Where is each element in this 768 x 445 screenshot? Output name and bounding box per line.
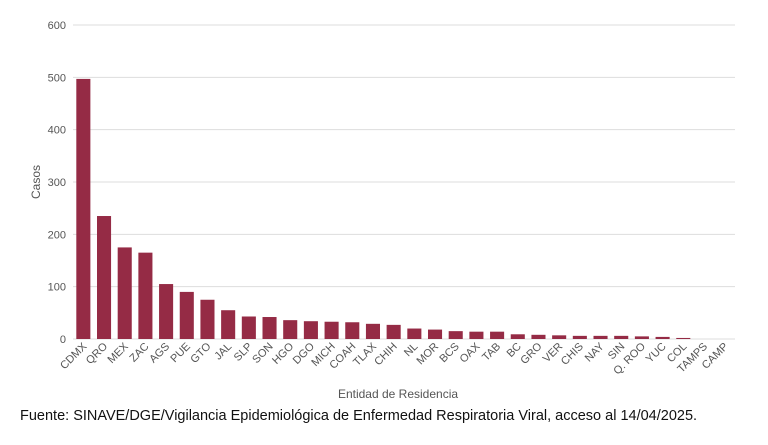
bar	[572, 335, 587, 339]
bar	[138, 252, 153, 339]
bar	[386, 324, 401, 339]
y-tick-label: 100	[48, 282, 66, 294]
bar	[593, 335, 608, 339]
bar-chart: 0100200300400500600CDMXQROMEXZACAGSPUEGT…	[29, 20, 735, 400]
x-tick-label: CHIH	[372, 341, 400, 369]
bar	[241, 316, 256, 339]
x-tick-label: SON	[250, 341, 275, 366]
bar	[427, 329, 443, 339]
bar	[552, 335, 567, 339]
bar	[262, 317, 277, 339]
bar	[469, 331, 484, 339]
bar	[634, 336, 649, 339]
x-tick-label: MOR	[415, 341, 442, 368]
bar	[283, 320, 298, 339]
x-tick-label: GRO	[518, 340, 545, 367]
bar	[407, 328, 422, 339]
bar	[76, 78, 91, 340]
bar	[448, 331, 463, 339]
bar	[117, 247, 132, 339]
x-tick-label: OAX	[458, 340, 483, 365]
bar	[655, 336, 670, 339]
y-tick-label: 600	[48, 20, 66, 32]
x-tick-label: QRO	[84, 340, 111, 367]
bar	[96, 216, 112, 339]
bar	[614, 335, 629, 339]
x-tick-label: MEX	[105, 340, 131, 366]
x-tick-label: HGO	[270, 340, 297, 367]
bar	[221, 310, 236, 339]
bar	[303, 321, 318, 339]
source-note: Fuente: SINAVE/DGE/Vigilancia Epidemioló…	[20, 408, 698, 424]
x-tick-label: TLAX	[351, 340, 379, 368]
bar	[345, 322, 360, 339]
bar	[179, 291, 194, 339]
y-tick-label: 200	[48, 229, 66, 241]
y-tick-label: 400	[48, 125, 66, 137]
y-axis-title: Casos	[29, 165, 43, 199]
x-tick-label: BCS	[437, 341, 461, 365]
chart-container: 0 100 200 300 400 500 600 CDMX QRO MEX ZAC AGS PUE GT…	[29, 20, 735, 400]
x-axis-title: Entidad de Residencia	[338, 387, 458, 400]
x-tick-label: YUC	[644, 341, 669, 366]
y-tick-label: 0	[60, 334, 66, 346]
x-tick-label: CHIS	[559, 341, 586, 368]
x-tick-label: NAY	[583, 340, 607, 364]
x-tick-label: PUE	[168, 341, 192, 365]
y-tick-label: 300	[48, 177, 66, 189]
x-tick-label: JAL	[212, 341, 234, 363]
x-tick-label: TAB	[480, 341, 503, 364]
bar	[324, 321, 339, 339]
bar	[490, 331, 505, 339]
bar	[510, 334, 525, 339]
bar	[676, 337, 691, 339]
y-tick-label: 500	[48, 72, 66, 84]
x-tick-label: AGS	[147, 341, 172, 366]
bar	[365, 323, 381, 339]
bar	[200, 299, 215, 339]
x-tick-label: ZAC	[127, 341, 151, 365]
x-tick-label: SLP	[232, 341, 255, 364]
bar	[531, 334, 546, 339]
bar	[159, 284, 174, 339]
x-tick-label: GTO	[188, 340, 214, 366]
